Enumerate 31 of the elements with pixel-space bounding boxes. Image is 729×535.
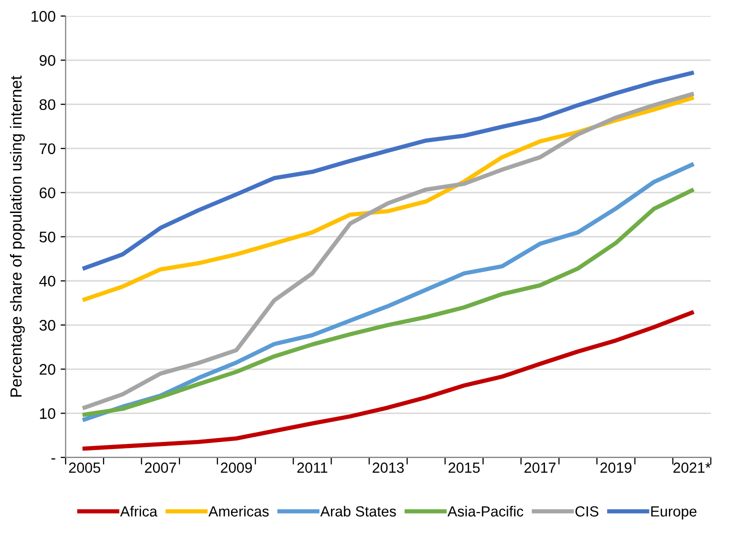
y-tick-label: 80 bbox=[40, 99, 56, 110]
legend-label: CIS bbox=[575, 506, 598, 517]
x-tick-label: 2015 bbox=[448, 462, 480, 473]
legend-label: Europe bbox=[651, 506, 696, 520]
legend-label: Africa bbox=[120, 506, 158, 517]
legend-label: Arab States bbox=[320, 506, 396, 517]
y-tick-label: 10 bbox=[40, 408, 56, 419]
x-tick-label: 2013 bbox=[372, 462, 404, 473]
y-tick-label: 60 bbox=[40, 187, 56, 198]
y-axis-title: Percentage share of population using internet bbox=[10, 76, 25, 397]
y-tick-label: 20 bbox=[40, 364, 56, 375]
y-tick-label: - bbox=[51, 458, 56, 460]
x-tick-label: 2009 bbox=[220, 462, 252, 473]
y-tick-label: 30 bbox=[39, 320, 56, 331]
y-tick-label: 90 bbox=[40, 55, 56, 66]
y-tick-label: 70 bbox=[40, 143, 56, 154]
x-tick-label: 2017 bbox=[524, 462, 556, 473]
y-tick-label: 100 bbox=[32, 10, 56, 22]
line-series bbox=[82, 96, 694, 302]
x-tick-label: 2019 bbox=[600, 462, 632, 473]
x-tick-label: 2021* bbox=[673, 462, 711, 473]
y-tick-label: 50 bbox=[40, 232, 56, 242]
legend-label: Americas bbox=[208, 506, 269, 517]
line-series bbox=[82, 92, 694, 410]
x-tick-label: 2011 bbox=[297, 462, 328, 473]
x-tick-label: 2007 bbox=[145, 462, 176, 473]
line-series bbox=[82, 70, 694, 270]
line-series bbox=[82, 310, 694, 451]
x-tick-label: 2005 bbox=[69, 462, 100, 473]
y-tick-label: 40 bbox=[39, 276, 56, 287]
legend-label: Asia-Pacific bbox=[448, 506, 524, 517]
